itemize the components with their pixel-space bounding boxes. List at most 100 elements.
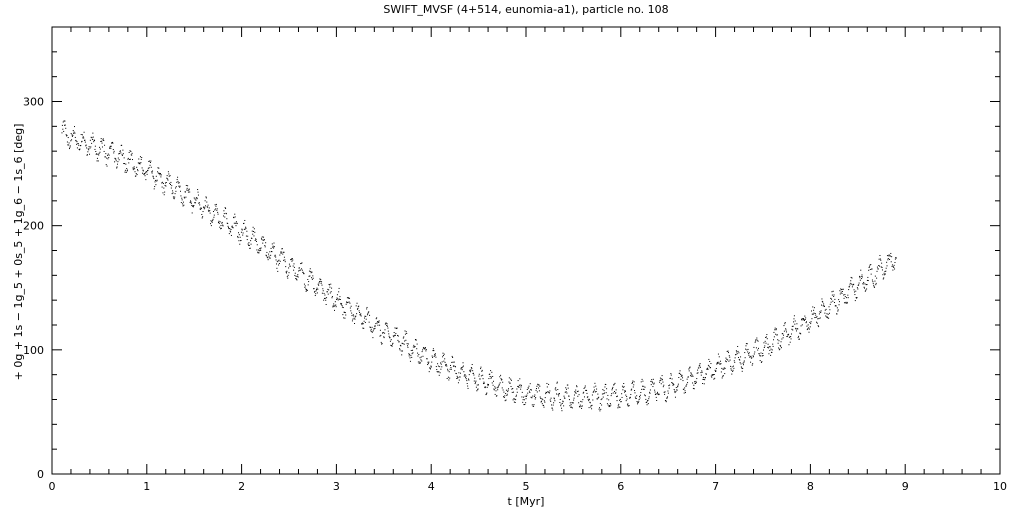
data-point [723,367,725,369]
data-point [302,271,304,273]
data-point [182,203,184,205]
data-point [106,154,108,156]
data-point [743,360,745,362]
data-point [448,371,450,373]
data-point [547,391,549,393]
data-point [708,365,710,367]
data-point [818,313,820,315]
data-point [844,294,846,296]
data-point [417,361,419,363]
data-point [460,368,462,370]
data-point [441,366,443,368]
data-point [124,169,126,171]
data-point [136,174,138,176]
data-point [98,152,100,154]
data-point [177,176,179,178]
data-point [445,365,447,367]
data-point [71,135,73,137]
data-point [567,384,569,386]
data-point [600,408,602,410]
data-point [790,336,792,338]
data-point [229,230,231,232]
data-point [321,284,323,286]
data-point [800,333,802,335]
data-point [534,394,536,396]
data-point [341,306,343,308]
data-point [269,257,271,259]
data-point [503,396,505,398]
data-point [348,301,350,303]
data-point [611,393,613,395]
data-point [711,376,713,378]
data-point [508,388,510,390]
data-point [77,143,79,145]
data-point [504,395,506,397]
data-point [641,378,643,380]
data-point [140,162,142,164]
data-point [404,330,406,332]
data-point [722,375,724,377]
data-point [659,380,661,382]
data-point [620,401,622,403]
data-point [291,258,293,260]
data-point [753,353,755,355]
data-point [447,370,449,372]
data-point [876,266,878,268]
data-point [639,397,641,399]
data-point [436,369,438,371]
data-point [810,321,812,323]
data-point [560,405,562,407]
data-point [214,209,216,211]
data-point [243,228,245,230]
data-point [257,252,259,254]
data-point [636,401,638,403]
data-point [611,388,613,390]
data-point [707,367,709,369]
data-point [739,359,741,361]
data-point [493,380,494,382]
data-point [570,404,572,406]
data-point [667,390,669,392]
data-point [619,399,621,401]
data-point [593,390,595,392]
data-point [314,295,316,297]
data-point [554,400,556,402]
data-point [445,364,447,366]
data-point [287,277,289,279]
data-point [90,146,92,148]
data-point [301,268,303,270]
data-point [616,400,618,402]
data-point [861,274,863,276]
data-point [732,365,734,367]
data-point [824,312,826,314]
data-point [129,150,131,152]
data-point [379,335,381,337]
plot-frame [51,26,1001,475]
data-point [234,216,236,218]
data-point [359,314,361,316]
data-point [178,182,180,184]
data-point [720,360,722,362]
data-point [844,296,846,298]
data-point [808,331,810,333]
data-point [276,261,278,263]
data-point [664,391,666,393]
data-point [790,333,792,335]
data-point [711,374,713,376]
data-point [225,208,227,210]
data-point [172,192,174,194]
data-point [157,172,159,174]
data-point [272,246,274,248]
data-point [889,258,891,260]
data-point [86,154,88,156]
data-point [237,237,239,239]
data-point [617,407,619,409]
data-point [691,374,693,376]
data-point [676,389,678,391]
data-point [135,173,137,175]
data-point [728,355,730,357]
data-point [256,249,258,251]
data-point [410,349,412,351]
data-point [800,318,802,320]
data-point [469,369,471,371]
